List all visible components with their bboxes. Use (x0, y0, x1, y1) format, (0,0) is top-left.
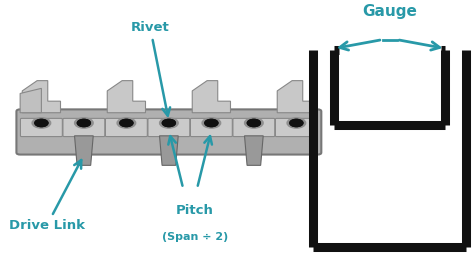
Polygon shape (160, 136, 178, 165)
FancyBboxPatch shape (105, 118, 147, 137)
Circle shape (163, 119, 175, 127)
Polygon shape (20, 88, 41, 113)
Circle shape (120, 119, 133, 127)
Polygon shape (245, 136, 263, 165)
Circle shape (245, 118, 263, 128)
Circle shape (205, 119, 218, 127)
Circle shape (202, 118, 221, 128)
Polygon shape (107, 81, 146, 113)
Circle shape (117, 118, 136, 128)
FancyBboxPatch shape (17, 109, 321, 155)
Polygon shape (22, 81, 61, 113)
FancyBboxPatch shape (148, 118, 190, 137)
Text: Drive Link: Drive Link (9, 160, 85, 232)
Circle shape (160, 118, 178, 128)
Circle shape (247, 119, 260, 127)
Circle shape (290, 119, 303, 127)
Circle shape (74, 118, 93, 128)
FancyBboxPatch shape (191, 118, 232, 137)
Text: Pitch: Pitch (176, 204, 214, 217)
Circle shape (290, 119, 303, 127)
Circle shape (35, 119, 48, 127)
FancyBboxPatch shape (63, 118, 105, 137)
Polygon shape (277, 81, 316, 113)
Circle shape (205, 119, 218, 127)
Polygon shape (192, 81, 230, 113)
FancyBboxPatch shape (275, 118, 317, 137)
Text: Gauge: Gauge (362, 4, 417, 19)
Circle shape (77, 119, 91, 127)
Circle shape (35, 119, 48, 127)
Text: (Span ÷ 2): (Span ÷ 2) (162, 232, 228, 242)
Circle shape (163, 119, 175, 127)
Circle shape (287, 118, 306, 128)
Polygon shape (74, 136, 93, 165)
FancyBboxPatch shape (20, 118, 62, 137)
Circle shape (32, 118, 51, 128)
Circle shape (120, 119, 133, 127)
FancyBboxPatch shape (233, 118, 275, 137)
Text: Rivet: Rivet (131, 21, 170, 116)
Circle shape (77, 119, 91, 127)
Circle shape (247, 119, 260, 127)
